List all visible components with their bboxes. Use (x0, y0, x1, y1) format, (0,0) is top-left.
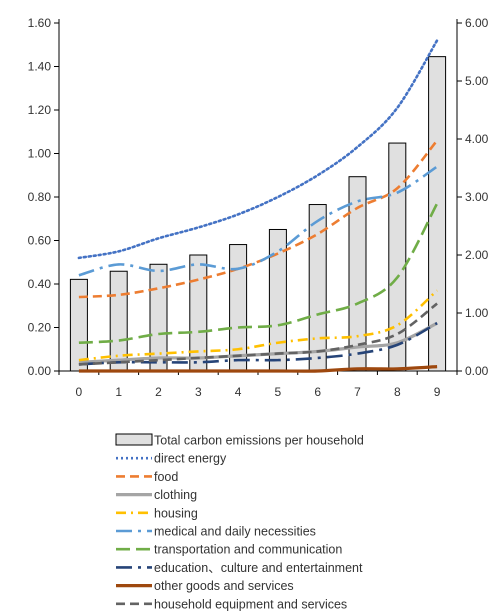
bar-total-emissions (348, 176, 367, 372)
left-tick-label: 0.60 (28, 234, 52, 248)
bar-total-emissions (388, 142, 407, 372)
left-tick-label: 0.80 (28, 190, 52, 204)
legend-label: other goods and services (154, 579, 294, 593)
right-tick-label: 2.00 (465, 248, 489, 262)
right-tick-label: 5.00 (465, 74, 489, 88)
bar-total-emissions (189, 254, 208, 372)
axes-group: 0.00 0.20 0.40 0.60 0.80 1.00 1.20 1.40 1.60 0.00… (28, 16, 489, 399)
left-tick-label: 0.20 (28, 321, 52, 335)
line-series-3 (78, 289, 438, 362)
x-tick-label: 6 (314, 385, 321, 399)
x-tick-label: 2 (155, 385, 162, 399)
line-series-4 (78, 165, 438, 277)
left-tick-label: 1.00 (28, 147, 52, 161)
line-series-7 (78, 365, 438, 373)
line-series-0 (77, 39, 439, 260)
legend-label: Total carbon emissions per household (154, 434, 364, 448)
legend-label: transportation and communication (154, 543, 342, 557)
left-tick-label: 0.00 (28, 364, 52, 378)
legend-swatch-bar (115, 433, 153, 446)
right-tick-label: 4.00 (465, 132, 489, 146)
line-series-6 (78, 322, 438, 366)
legend-label: medical and daily necessities (154, 525, 316, 539)
x-tick-label: 3 (195, 385, 202, 399)
right-tick-label: 1.00 (465, 306, 489, 320)
legend-group: Total carbon emissions per household dire… (115, 433, 364, 611)
line-series-2 (78, 321, 438, 364)
right-tick-label: 6.00 (465, 16, 489, 30)
line-series-5 (78, 202, 439, 345)
left-tick-label: 1.60 (28, 16, 52, 30)
left-tick-label: 0.40 (28, 277, 52, 291)
x-tick-label: 7 (354, 385, 361, 399)
line-series-8 (78, 302, 438, 366)
x-tick-label: 8 (394, 385, 401, 399)
bar-total-emissions (428, 56, 447, 372)
left-tick-label: 1.20 (28, 103, 52, 117)
x-tick-label: 1 (115, 385, 122, 399)
right-tick-label: 0.00 (465, 364, 489, 378)
legend-label: household equipment and services (154, 597, 347, 611)
legend-label: education、culture and entertainment (154, 561, 363, 575)
legend-label: food (154, 470, 178, 484)
left-tick-label: 1.40 (28, 60, 52, 74)
legend-label: housing (154, 506, 198, 520)
bars-group (69, 56, 447, 372)
legend-label: clothing (154, 488, 197, 502)
bar-total-emissions (229, 244, 248, 372)
x-tick-label: 0 (76, 385, 83, 399)
x-tick-label: 9 (434, 385, 441, 399)
x-tick-label: 5 (275, 385, 282, 399)
right-tick-label: 3.00 (465, 190, 489, 204)
x-tick-label: 4 (235, 385, 242, 399)
bar-total-emissions (69, 278, 88, 372)
legend-label: direct energy (154, 452, 227, 466)
lines-group (77, 39, 439, 373)
line-series-1 (78, 139, 439, 299)
